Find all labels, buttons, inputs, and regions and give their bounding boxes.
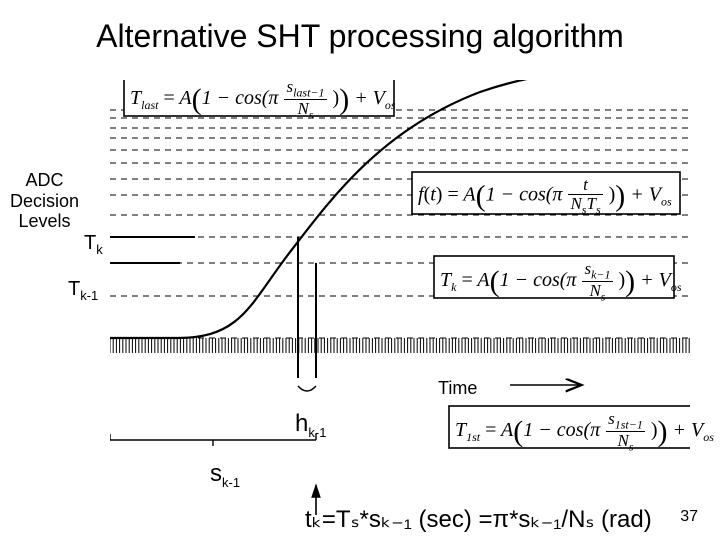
hk-label: hk-1 bbox=[295, 410, 326, 440]
slide-number: 37 bbox=[680, 508, 698, 526]
formula-f-t: f(t) = A(1 − cos(π tNsTs )) + Vos bbox=[418, 176, 672, 216]
tk-minus-1-label: Tk-1 bbox=[68, 278, 98, 303]
formula-t-1st: T1st = A(1 − cos(π s1st−1Ns )) + Vos bbox=[455, 410, 714, 453]
tk-label: Tk bbox=[84, 232, 103, 257]
time-label: Time bbox=[438, 378, 477, 399]
adc-decision-levels-label: ADC Decision Levels bbox=[10, 170, 79, 232]
formula-t-k: Tk = A(1 − cos(π sk−1Ns )) + Vos bbox=[440, 260, 682, 303]
page-title: Alternative SHT processing algorithm bbox=[0, 18, 720, 55]
sk-label: sk-1 bbox=[210, 460, 240, 490]
formula-t-last: Tlast = A(1 − cos(π slast−1Ns )) + Vos bbox=[130, 78, 396, 121]
bottom-equation: tₖ=Tₛ*sₖ₋₁ (sec) =π*sₖ₋₁/Nₛ (rad) bbox=[305, 505, 652, 534]
